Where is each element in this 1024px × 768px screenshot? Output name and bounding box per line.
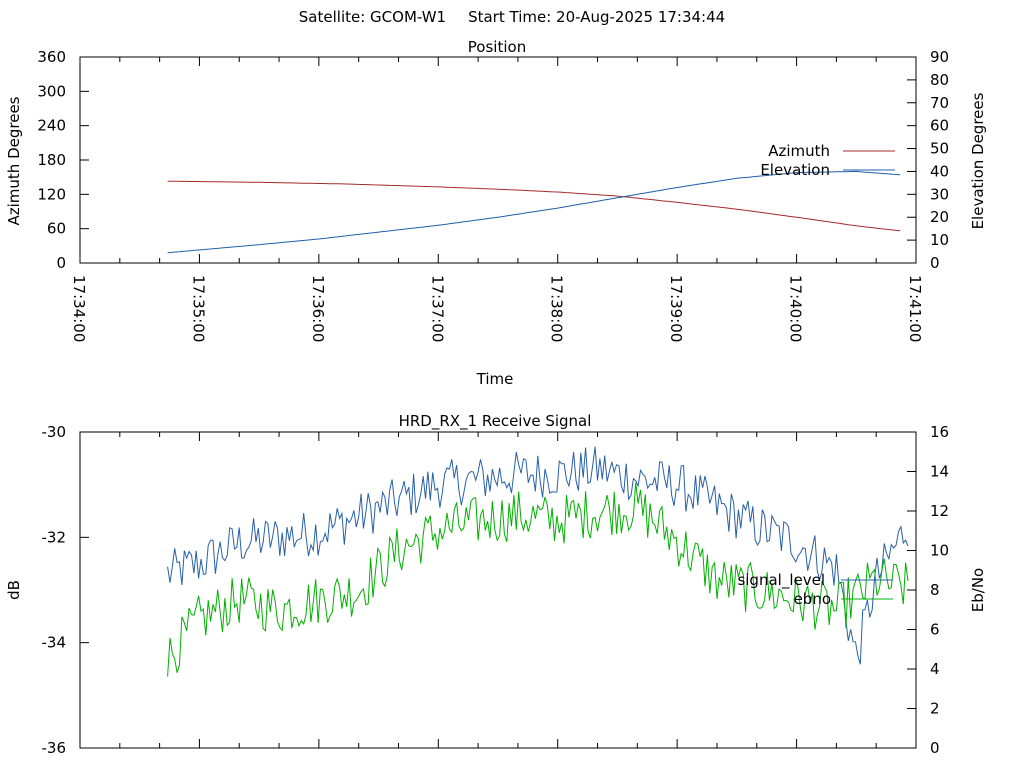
signal-series: [167, 446, 909, 677]
y2-tick-label: 8: [930, 581, 940, 599]
x-tick-label: 17:38:00: [548, 275, 566, 342]
series-line-ebno: [167, 482, 909, 677]
position-y2-ticks: 0 10 20 30 40 50 60 70 80 90: [907, 48, 949, 272]
y-tick-label: 60: [47, 220, 66, 238]
position-plot-frame: [79, 56, 917, 264]
signal-legend: signal_level ebno: [737, 571, 893, 608]
legend-label-elevation: Elevation: [760, 161, 830, 179]
position-chart: Position 17:34:00 17:35:00 17:36:00 17:37:0…: [5, 38, 987, 388]
y-tick-label: -32: [42, 528, 67, 546]
y2-tick-label: 6: [930, 621, 940, 639]
position-chart-title: Position: [468, 38, 526, 56]
signal-y2-ticks: 0 2 4 6 8 10 12 14 16: [907, 423, 949, 757]
y-tick-label: 120: [37, 185, 66, 203]
y2-tick-label: 14: [930, 463, 949, 481]
y2-tick-label: 50: [930, 140, 949, 158]
page-title: Satellite: GCOM-W1 Start Time: 20-Aug-202…: [0, 8, 1024, 26]
position-y-axis-label: Azimuth Degrees: [5, 96, 23, 225]
y2-tick-label: 0: [930, 739, 940, 757]
y2-tick-label: 2: [930, 700, 940, 718]
x-tick-label: 17:41:00: [906, 275, 924, 342]
y2-tick-label: 30: [930, 185, 949, 203]
y-tick-label: 180: [37, 151, 66, 169]
series-line-signal-level: [167, 446, 909, 665]
position-series: [167, 170, 901, 254]
x-tick-label: 17:40:00: [787, 275, 805, 342]
position-y2-axis-label: Elevation Degrees: [969, 92, 987, 229]
x-tick-label: 17:34:00: [70, 275, 88, 342]
legend-label-azimuth: Azimuth: [768, 142, 830, 160]
y-tick-label: -34: [42, 634, 67, 652]
position-x-ticks: 17:34:00 17:35:00 17:36:00 17:37:00 17:38:00…: [70, 57, 924, 342]
legend-label-ebno: ebno: [794, 590, 831, 608]
y2-tick-label: 12: [930, 502, 949, 520]
y2-tick-label: 0: [930, 254, 940, 272]
y2-tick-label: 10: [930, 542, 949, 560]
y-tick-label: 300: [37, 82, 66, 100]
signal-y-axis-label: dB: [5, 580, 23, 600]
x-tick-label: 17:36:00: [309, 275, 327, 342]
signal-chart: HRD_RX_1 Receive Signal -36 -34 -32 -30 0 2 4…: [5, 412, 987, 757]
y2-tick-label: 80: [930, 71, 949, 89]
signal-y2-axis-label: Eb/No: [969, 568, 987, 612]
x-tick-label: 17:39:00: [667, 275, 685, 342]
y-tick-label: 240: [37, 117, 66, 135]
position-legend: Azimuth Elevation: [760, 142, 895, 179]
x-tick-label: 17:37:00: [428, 275, 446, 342]
position-x-axis-label: Time: [476, 370, 514, 388]
y-tick-label: 360: [37, 48, 66, 66]
y-tick-label: 0: [56, 254, 66, 272]
series-line-elevation: [167, 170, 901, 254]
y2-tick-label: 16: [930, 423, 949, 441]
y2-tick-label: 4: [930, 660, 940, 678]
y-tick-label: -30: [42, 423, 67, 441]
y2-tick-label: 10: [930, 231, 949, 249]
y2-tick-label: 60: [930, 117, 949, 135]
series-line-azimuth: [167, 180, 901, 232]
y-tick-label: -36: [42, 739, 67, 757]
y2-tick-label: 70: [930, 94, 949, 112]
x-tick-label: 17:35:00: [189, 275, 207, 342]
signal-x-ticks: [79, 432, 917, 748]
y2-tick-label: 90: [930, 48, 949, 66]
start-time-label: Start Time: 20-Aug-2025 17:34:44: [468, 8, 726, 26]
signal-y-ticks: -36 -34 -32 -30: [42, 423, 89, 757]
legend-label-signal-level: signal_level: [737, 571, 825, 590]
signal-chart-title: HRD_RX_1 Receive Signal: [399, 412, 592, 431]
y2-tick-label: 20: [930, 208, 949, 226]
y2-tick-label: 40: [930, 162, 949, 180]
position-y-ticks: 0 60 120 180 240 300 360: [37, 48, 89, 272]
satellite-label: Satellite: GCOM-W1: [298, 8, 447, 26]
